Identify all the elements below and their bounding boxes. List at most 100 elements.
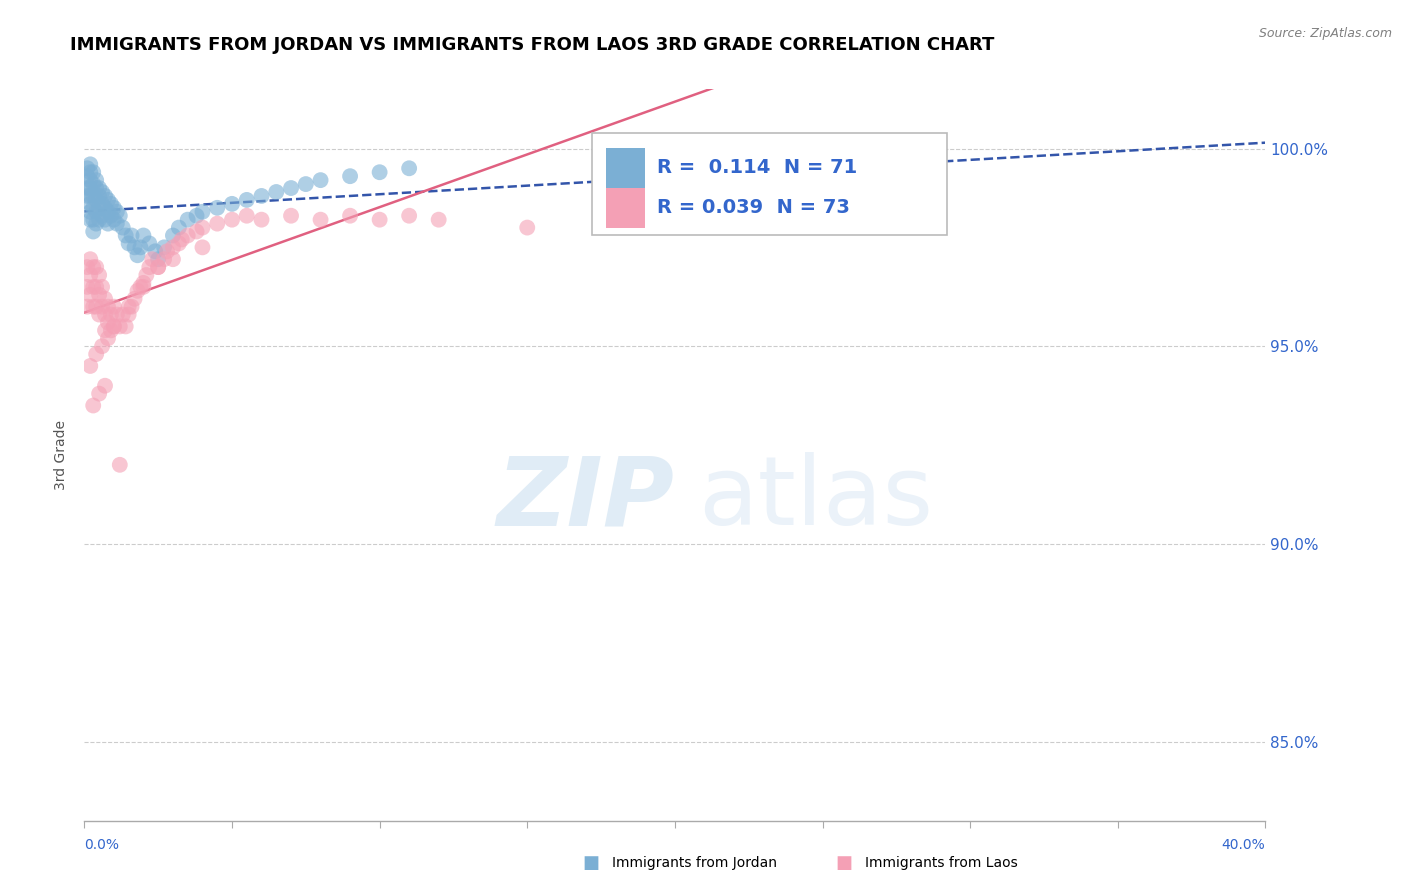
- FancyBboxPatch shape: [606, 188, 645, 228]
- Point: [103, 300, 125, 314]
- FancyBboxPatch shape: [592, 133, 946, 235]
- Point: [79, 173, 101, 187]
- Point: [89, 268, 111, 282]
- Point: [221, 197, 243, 211]
- Point: [170, 232, 193, 246]
- Point: [138, 260, 160, 274]
- Point: [368, 165, 391, 179]
- Point: [100, 308, 122, 322]
- Point: [97, 217, 120, 231]
- Point: [153, 240, 176, 254]
- Point: [100, 323, 122, 337]
- Point: [76, 161, 98, 176]
- Point: [118, 236, 141, 251]
- Point: [94, 201, 117, 215]
- Point: [236, 193, 259, 207]
- Point: [339, 209, 361, 223]
- Point: [143, 244, 166, 259]
- Point: [135, 268, 157, 282]
- Point: [84, 173, 107, 187]
- Point: [82, 300, 104, 314]
- Point: [76, 189, 98, 203]
- Point: [108, 319, 131, 334]
- Point: [89, 386, 111, 401]
- Point: [127, 284, 149, 298]
- Point: [82, 225, 104, 239]
- Point: [100, 197, 122, 211]
- Point: [205, 201, 228, 215]
- Point: [129, 240, 152, 254]
- Point: [76, 280, 98, 294]
- Text: ■: ■: [582, 854, 599, 871]
- Point: [516, 220, 538, 235]
- Point: [100, 209, 122, 223]
- Point: [280, 209, 302, 223]
- Point: [94, 308, 117, 322]
- Text: ZIP: ZIP: [496, 452, 675, 545]
- Point: [148, 260, 170, 274]
- Point: [398, 209, 420, 223]
- Point: [162, 228, 184, 243]
- Point: [118, 308, 141, 322]
- Point: [89, 287, 111, 301]
- Point: [79, 359, 101, 373]
- Point: [82, 399, 104, 413]
- Point: [82, 260, 104, 274]
- Point: [127, 248, 149, 262]
- Point: [82, 280, 104, 294]
- Text: IMMIGRANTS FROM JORDAN VS IMMIGRANTS FROM LAOS 3RD GRADE CORRELATION CHART: IMMIGRANTS FROM JORDAN VS IMMIGRANTS FRO…: [70, 36, 994, 54]
- Point: [94, 189, 117, 203]
- Point: [427, 212, 450, 227]
- Point: [82, 177, 104, 191]
- Text: 0.0%: 0.0%: [84, 838, 120, 853]
- Point: [84, 300, 107, 314]
- Point: [368, 212, 391, 227]
- Point: [121, 228, 143, 243]
- Point: [148, 252, 170, 267]
- Point: [111, 308, 134, 322]
- Point: [250, 189, 273, 203]
- Point: [221, 212, 243, 227]
- Point: [84, 260, 107, 274]
- Text: R =  0.114  N = 71: R = 0.114 N = 71: [657, 158, 858, 177]
- Point: [398, 161, 420, 176]
- Point: [103, 319, 125, 334]
- Point: [79, 181, 101, 195]
- Point: [162, 240, 184, 254]
- Point: [79, 212, 101, 227]
- Point: [105, 217, 128, 231]
- Point: [84, 347, 107, 361]
- Point: [103, 212, 125, 227]
- Text: ■: ■: [835, 854, 852, 871]
- Point: [108, 458, 131, 472]
- Point: [105, 204, 128, 219]
- Point: [91, 339, 114, 353]
- Point: [177, 212, 200, 227]
- Text: Immigrants from Laos: Immigrants from Laos: [865, 855, 1018, 870]
- Point: [79, 287, 101, 301]
- Point: [79, 197, 101, 211]
- Point: [124, 292, 146, 306]
- FancyBboxPatch shape: [606, 148, 645, 188]
- Point: [82, 212, 104, 227]
- Point: [84, 217, 107, 231]
- Point: [79, 204, 101, 219]
- Point: [84, 280, 107, 294]
- Point: [89, 181, 111, 195]
- Point: [280, 181, 302, 195]
- Point: [82, 189, 104, 203]
- Point: [114, 228, 136, 243]
- Point: [97, 300, 120, 314]
- Point: [97, 193, 120, 207]
- Point: [84, 193, 107, 207]
- Point: [177, 228, 200, 243]
- Point: [236, 209, 259, 223]
- Point: [103, 201, 125, 215]
- Point: [148, 260, 170, 274]
- Point: [79, 189, 101, 203]
- Point: [97, 316, 120, 330]
- Point: [167, 236, 190, 251]
- Text: 40.0%: 40.0%: [1222, 838, 1265, 853]
- Point: [118, 300, 141, 314]
- Point: [309, 173, 332, 187]
